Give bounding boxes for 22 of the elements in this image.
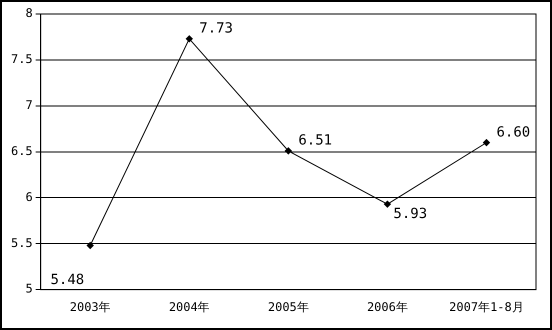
y-tick-label: 6.5 xyxy=(10,144,33,158)
x-tick-label: 2004年 xyxy=(168,300,210,314)
x-tick-label: 2006年 xyxy=(366,300,408,314)
data-label: 5.93 xyxy=(393,206,428,222)
x-tick-label: 2003年 xyxy=(70,300,111,314)
point xyxy=(482,139,490,146)
data-label: 6.51 xyxy=(298,132,332,149)
point xyxy=(186,35,193,42)
y-tick-label: 5.5 xyxy=(10,236,33,250)
y-tick-label: 7 xyxy=(25,98,33,112)
point xyxy=(86,242,94,250)
data-label: 6.60 xyxy=(496,124,530,140)
data-label: 5.48 xyxy=(50,272,84,288)
y-tick-label: 6 xyxy=(25,190,33,204)
x-tick-label: 2007年1-8月 xyxy=(449,300,524,314)
y-tick-label: 7.5 xyxy=(10,52,33,66)
data-label: 7.73 xyxy=(199,20,233,36)
x-tick-label: 2005年 xyxy=(268,300,309,314)
point xyxy=(284,147,292,154)
y-tick-label: 8 xyxy=(25,6,33,20)
point xyxy=(384,200,391,208)
y-tick-label: 5 xyxy=(25,282,33,296)
